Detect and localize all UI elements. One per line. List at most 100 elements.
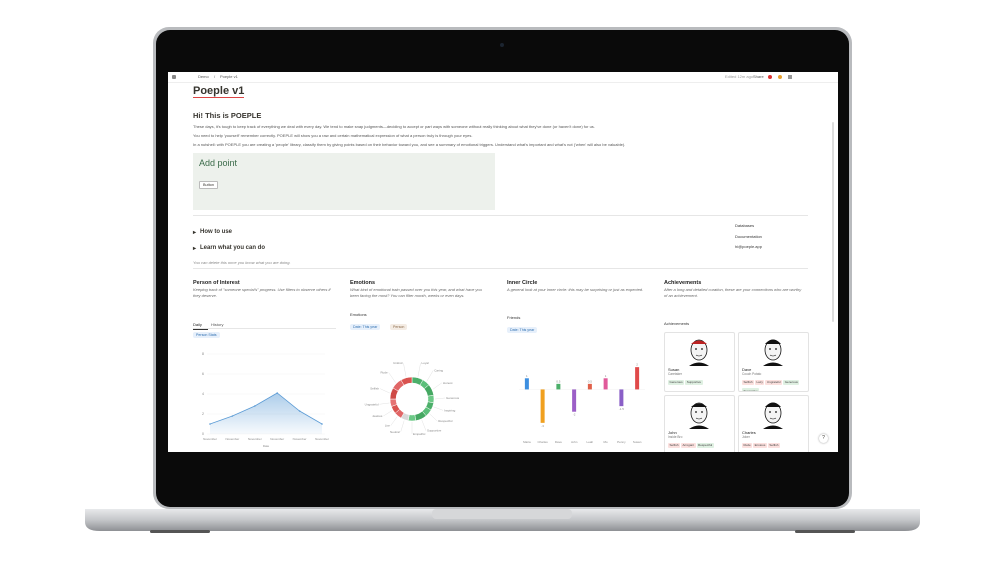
filter-pill[interactable]: Date: This year xyxy=(507,327,538,333)
notification-icon[interactable] xyxy=(768,75,772,79)
divider xyxy=(193,268,808,269)
shoulders xyxy=(689,362,709,366)
tag: Envious xyxy=(753,442,767,448)
segment-label: Selfish xyxy=(370,387,379,391)
shoulders xyxy=(763,362,783,366)
card-name: Susan xyxy=(668,367,680,372)
filter-pill[interactable]: Date: This year xyxy=(350,324,381,330)
toggle-arrow[interactable]: ▸ xyxy=(193,230,197,236)
segment-label: Generous xyxy=(446,396,460,400)
help-button[interactable]: ? xyxy=(819,434,828,443)
bar xyxy=(540,389,545,423)
eye xyxy=(775,348,777,350)
scrollbar[interactable] xyxy=(832,122,834,322)
segment-label: Supportive xyxy=(427,429,442,433)
toggle[interactable]: Learn what you can do xyxy=(200,245,266,251)
tag-list: Rude Envious Selfish xyxy=(739,439,808,450)
toggle[interactable]: How to use xyxy=(200,229,233,235)
label-leader xyxy=(434,397,446,400)
bar xyxy=(587,383,592,390)
link[interactable]: Documentation xyxy=(735,234,762,239)
data-label: -3 xyxy=(541,424,544,428)
x-tick-label: Charles xyxy=(537,440,548,444)
data-label: 0.5 xyxy=(556,379,561,383)
tag: Generous xyxy=(668,379,685,385)
tag: Selfish xyxy=(668,442,681,448)
card[interactable]: John Inside Bro Selfish Arrogant Respectful xyxy=(664,395,735,452)
label-leader xyxy=(380,388,390,394)
breadcrumb[interactable]: Demo xyxy=(198,74,209,79)
point xyxy=(298,410,301,412)
eye xyxy=(701,411,703,413)
button[interactable]: Button xyxy=(199,181,218,189)
filter-pill[interactable]: Person Stats xyxy=(193,332,220,338)
tag: Selfish xyxy=(742,379,755,385)
card[interactable]: Charles Joker Rude Envious Selfish xyxy=(738,395,809,452)
avatar xyxy=(689,339,709,366)
tag: Supportive xyxy=(742,388,760,392)
view-label: Friends xyxy=(507,315,521,320)
view-label: Achievements xyxy=(664,321,690,326)
add-point-title: Add point xyxy=(199,158,238,168)
bar xyxy=(556,383,561,390)
donut-segment xyxy=(400,376,413,386)
tab[interactable]: History xyxy=(211,322,224,327)
notification-icon[interactable] xyxy=(778,75,782,79)
data-label: 1 xyxy=(605,374,607,378)
paragraph: You need to help 'yourself' remember cor… xyxy=(193,133,473,138)
point xyxy=(231,415,234,417)
tag: Lazy xyxy=(755,379,765,385)
filter-pill[interactable]: Person xyxy=(390,324,408,330)
data-label: 0.5 xyxy=(588,379,593,383)
y-tick-label: 6 xyxy=(202,372,204,376)
x-tick-label: November xyxy=(225,437,239,441)
heading: Hi! This is POEPLE xyxy=(193,111,262,120)
x-tick-label: Maria xyxy=(523,440,531,444)
point xyxy=(321,423,323,425)
x-tick-label: November xyxy=(315,437,329,441)
card[interactable]: Susan Caretaker Generous Supportive xyxy=(664,332,735,392)
segment-label: Liar xyxy=(385,424,390,428)
x-tick-label: Susan xyxy=(633,440,642,444)
area xyxy=(210,393,322,434)
segment-label: Honest xyxy=(443,381,453,385)
x-tick-label: Penny xyxy=(617,440,626,444)
segment-label: Caring xyxy=(434,368,443,372)
link[interactable]: Databases xyxy=(735,223,755,228)
bar-chart: 1 Maria -3 Charles 0.5 Dave -2 John 0.5 Leah 1 Mo -1… xyxy=(519,363,645,444)
share-button[interactable]: Share xyxy=(753,74,764,79)
face xyxy=(690,339,708,361)
section-description: A general look at your inner circle: thi… xyxy=(507,287,644,292)
segment-label: Neutral xyxy=(390,430,400,434)
segment-label: Loyal xyxy=(422,361,430,365)
menu-icon[interactable] xyxy=(788,75,792,79)
label-leader xyxy=(400,420,405,432)
point xyxy=(276,392,278,394)
label-leader xyxy=(421,419,427,431)
page-title: Poeple v1 xyxy=(193,85,245,98)
sidebar-icon[interactable] xyxy=(172,75,176,79)
point xyxy=(209,423,211,425)
edited-time: Edited 12m ago xyxy=(725,74,754,79)
hair xyxy=(765,402,781,407)
section-title: Person of Interest xyxy=(193,280,240,286)
segment-label: Empathic xyxy=(413,432,426,436)
link[interactable]: hi@poeple.app xyxy=(735,244,762,249)
hair xyxy=(691,403,707,407)
x-tick-label: John xyxy=(571,440,578,444)
eye xyxy=(695,411,697,413)
segment-label: Rude xyxy=(380,371,388,375)
card[interactable]: Dave Couch Potato Selfish Lazy Ungrateful Gen… xyxy=(738,332,809,392)
card-name: Charles xyxy=(742,430,756,435)
segment-label: Respectful xyxy=(438,419,453,423)
shoulders xyxy=(689,425,709,429)
toggle-arrow[interactable]: ▸ xyxy=(193,246,197,252)
screen: Demo / Poeple v1 Edited 12m ago Share Po… xyxy=(168,72,838,452)
label-leader xyxy=(379,402,390,405)
base-notch xyxy=(432,509,572,519)
paragraph: In a nutshell: with POEPLE you are creat… xyxy=(193,142,626,147)
breadcrumb[interactable]: Poeple v1 xyxy=(220,74,238,79)
tab[interactable]: Daily xyxy=(193,322,202,327)
tag: Ungrateful xyxy=(765,379,783,385)
